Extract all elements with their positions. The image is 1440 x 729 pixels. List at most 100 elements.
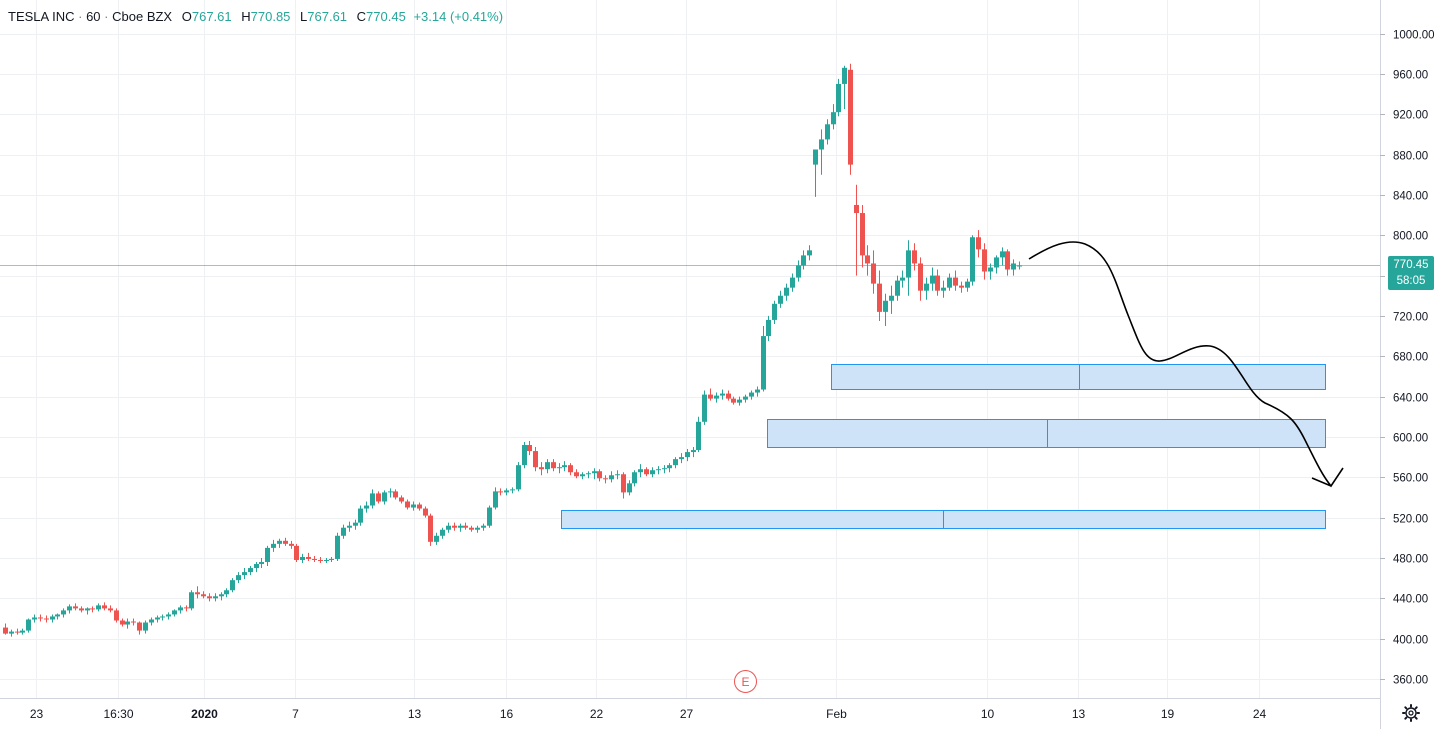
earnings-marker[interactable]: E xyxy=(734,670,757,693)
drawn-arrow-path[interactable] xyxy=(1028,241,1344,488)
candle xyxy=(650,467,655,478)
time-axis[interactable]: 23 16:30 2020 7 13 16 22 27 Feb 10 13 19 24 xyxy=(30,707,1267,721)
zone-rect[interactable] xyxy=(767,419,1326,448)
x-tick-label: Feb xyxy=(826,707,847,721)
candle xyxy=(277,538,282,548)
price-badge-value: 770.45 xyxy=(1393,259,1428,271)
candle xyxy=(551,459,556,472)
interval[interactable]: 60 xyxy=(86,9,101,24)
candle xyxy=(137,621,142,635)
candle xyxy=(38,614,43,622)
candle xyxy=(189,590,194,611)
low-label: L xyxy=(300,9,308,24)
candle xyxy=(860,204,865,268)
candle xyxy=(458,523,463,532)
candle xyxy=(306,552,311,561)
y-tick-label: 520.00 xyxy=(1393,514,1428,526)
candle xyxy=(341,524,346,539)
symbol-name[interactable]: TESLA INC xyxy=(8,9,75,24)
candle xyxy=(347,521,352,532)
candle xyxy=(388,488,393,498)
candle xyxy=(778,290,783,308)
candle xyxy=(749,390,754,400)
candle xyxy=(399,495,404,504)
candle xyxy=(527,440,532,456)
candle xyxy=(895,275,900,301)
candle xyxy=(720,389,725,400)
candle xyxy=(504,488,509,496)
candle xyxy=(85,607,90,615)
candle xyxy=(487,505,492,528)
x-tick-label: 13 xyxy=(408,707,422,721)
candle xyxy=(854,184,859,276)
candle xyxy=(568,463,573,476)
candle xyxy=(743,394,748,403)
candle xyxy=(632,470,637,487)
candle xyxy=(353,519,358,530)
candle xyxy=(918,257,923,301)
candle xyxy=(842,65,847,110)
candle xyxy=(283,537,288,546)
x-tick-label: 16 xyxy=(500,707,514,721)
candle xyxy=(766,315,771,342)
zone-rect[interactable] xyxy=(561,510,1326,529)
candle xyxy=(324,557,329,564)
candle xyxy=(96,603,101,612)
candle xyxy=(79,606,84,613)
candle xyxy=(219,592,224,601)
candle xyxy=(1011,259,1016,276)
price-axis[interactable]: 1000.00960.00920.00880.00840.00800.00760… xyxy=(1380,30,1435,687)
candle xyxy=(982,243,987,280)
candle xyxy=(26,618,31,633)
candle xyxy=(615,470,620,480)
candle xyxy=(906,240,911,296)
candle xyxy=(289,540,294,549)
high-label: H xyxy=(241,9,251,24)
candle xyxy=(912,243,917,271)
close-label: C xyxy=(356,9,367,24)
candle xyxy=(411,501,416,511)
candle xyxy=(667,463,672,473)
candle xyxy=(865,245,870,276)
candle xyxy=(125,618,130,629)
candle xyxy=(627,480,632,496)
candle xyxy=(469,525,474,532)
x-tick-label: 23 xyxy=(30,707,44,721)
y-tick-label: 960.00 xyxy=(1393,70,1428,82)
candle xyxy=(434,532,439,545)
candle xyxy=(364,501,369,513)
candle xyxy=(498,488,503,496)
candle xyxy=(417,502,422,511)
candle xyxy=(230,578,235,593)
candle xyxy=(213,593,218,602)
candle xyxy=(592,468,597,480)
candle xyxy=(522,441,527,469)
candle xyxy=(120,618,125,627)
exchange: Cboe BZX xyxy=(112,9,173,24)
supply-demand-zones[interactable] xyxy=(561,364,1326,529)
x-tick-label: 2020 xyxy=(191,707,218,721)
y-tick-label: 720.00 xyxy=(1393,312,1428,324)
candle xyxy=(696,416,701,453)
candle xyxy=(662,465,667,474)
gear-icon[interactable] xyxy=(1402,704,1420,722)
zone-rect[interactable] xyxy=(831,364,1326,390)
candle xyxy=(160,614,165,621)
candle xyxy=(533,447,538,472)
candle xyxy=(32,614,37,623)
open-value: 767.61 xyxy=(191,9,232,24)
candle xyxy=(195,586,200,599)
candle xyxy=(242,568,247,580)
price-badge: 770.45 58:05 xyxy=(1388,256,1434,290)
x-tick-label: 27 xyxy=(680,707,694,721)
candle xyxy=(102,602,107,611)
y-tick-label: 400.00 xyxy=(1393,635,1428,647)
candle xyxy=(959,281,964,293)
candle xyxy=(114,608,119,623)
candle xyxy=(644,467,649,477)
candle xyxy=(807,245,812,261)
y-tick-label: 440.00 xyxy=(1393,594,1428,606)
candle xyxy=(20,628,25,635)
candle xyxy=(935,269,940,296)
